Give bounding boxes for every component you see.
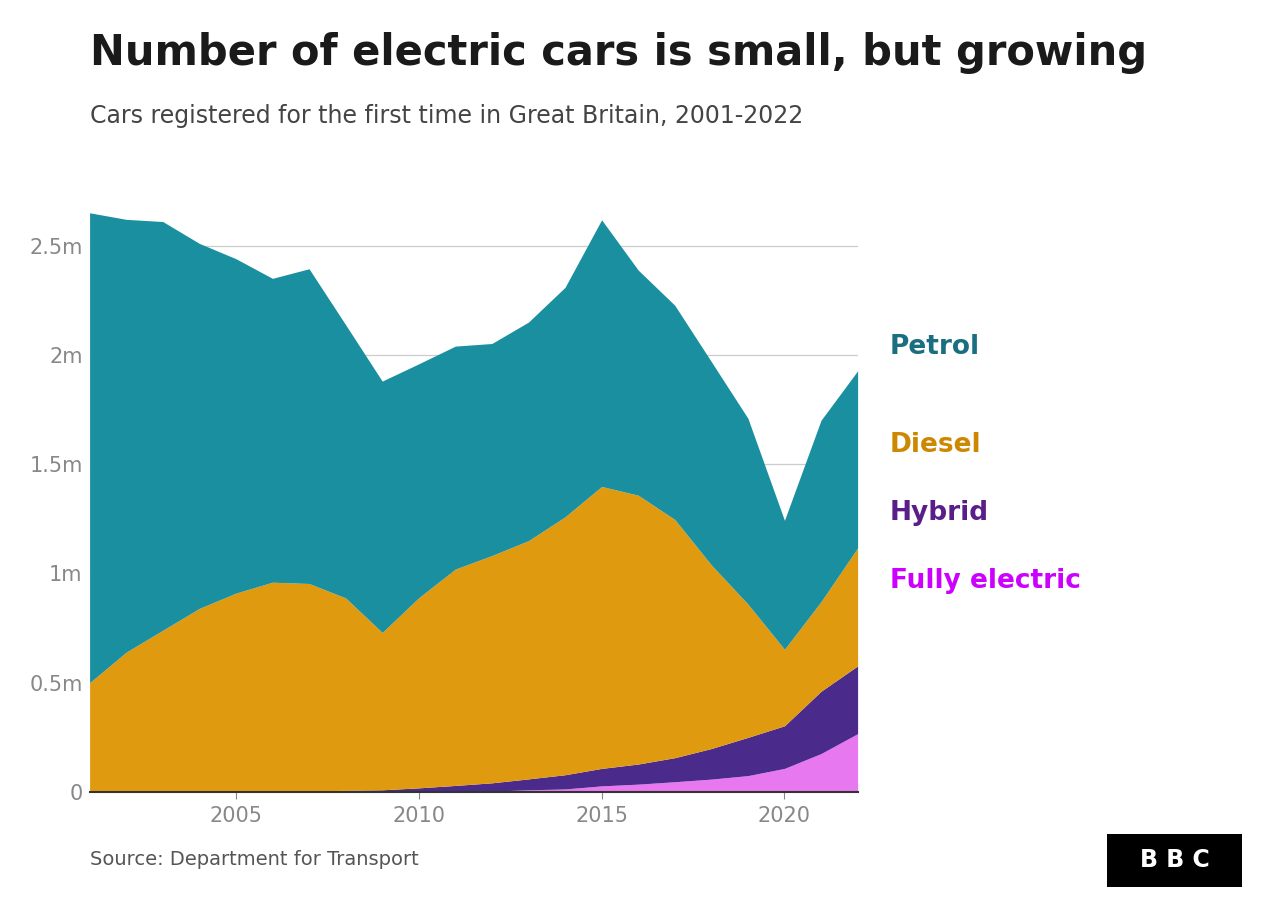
Text: Petrol: Petrol — [890, 334, 979, 359]
Text: Hybrid: Hybrid — [890, 500, 988, 526]
Text: B B C: B B C — [1139, 849, 1210, 872]
Text: Diesel: Diesel — [890, 433, 982, 458]
Text: Fully electric: Fully electric — [890, 568, 1080, 593]
Text: Source: Department for Transport: Source: Department for Transport — [90, 850, 419, 869]
Text: Number of electric cars is small, but growing: Number of electric cars is small, but gr… — [90, 32, 1147, 74]
Text: Cars registered for the first time in Great Britain, 2001-2022: Cars registered for the first time in Gr… — [90, 104, 803, 128]
